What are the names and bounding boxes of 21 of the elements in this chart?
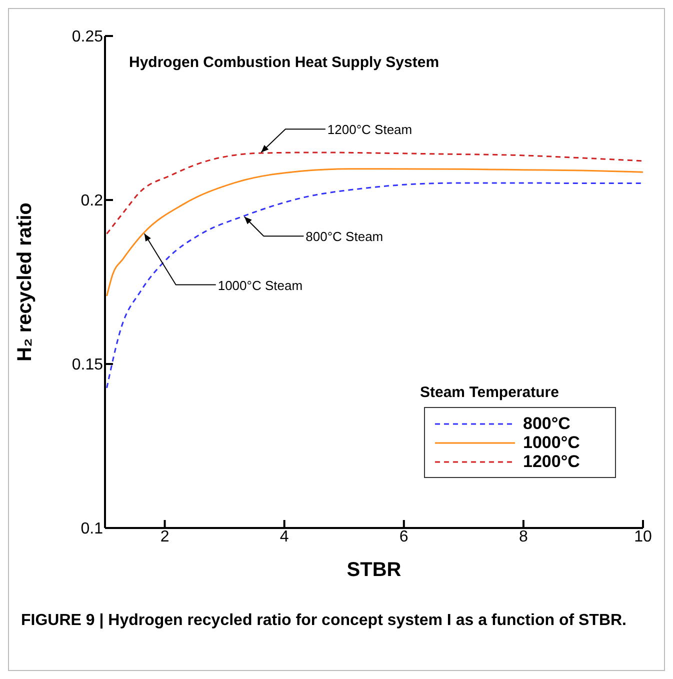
x-tick-label: 4: [280, 528, 289, 546]
line-series: [106, 168, 643, 297]
caption: FIGURE 9 | Hydrogen recycled ratio for concept system I as a function of STBR.: [21, 611, 628, 631]
annotation: 800°C Steam: [306, 229, 384, 244]
x-tick-label: 8: [518, 528, 528, 546]
legend-label: 1200°C: [523, 452, 580, 472]
text: Hydrogen Combustion Heat Supply System: [129, 54, 440, 71]
x-tick-label: 10: [634, 528, 652, 546]
annotation: 1000°C Steam: [218, 278, 303, 293]
y-tick-label: 0.1: [80, 520, 104, 538]
y-tick-label: 0.2: [80, 192, 104, 210]
x-tick-label: 6: [399, 528, 408, 546]
annotation: 1200°C Steam: [327, 122, 412, 138]
y-tick-label: 0.15: [72, 356, 104, 374]
legend-label: 800°C: [523, 414, 570, 434]
y-axis-title: H₂ recycled ratio: [14, 202, 36, 362]
legend-label: 1000°C: [523, 432, 580, 452]
y-tick-label: 0.25: [72, 28, 104, 46]
x-tick-label: 2: [160, 528, 170, 546]
x-axis-title: STBR: [346, 559, 402, 581]
legend-title: Steam Temperature: [420, 384, 560, 401]
